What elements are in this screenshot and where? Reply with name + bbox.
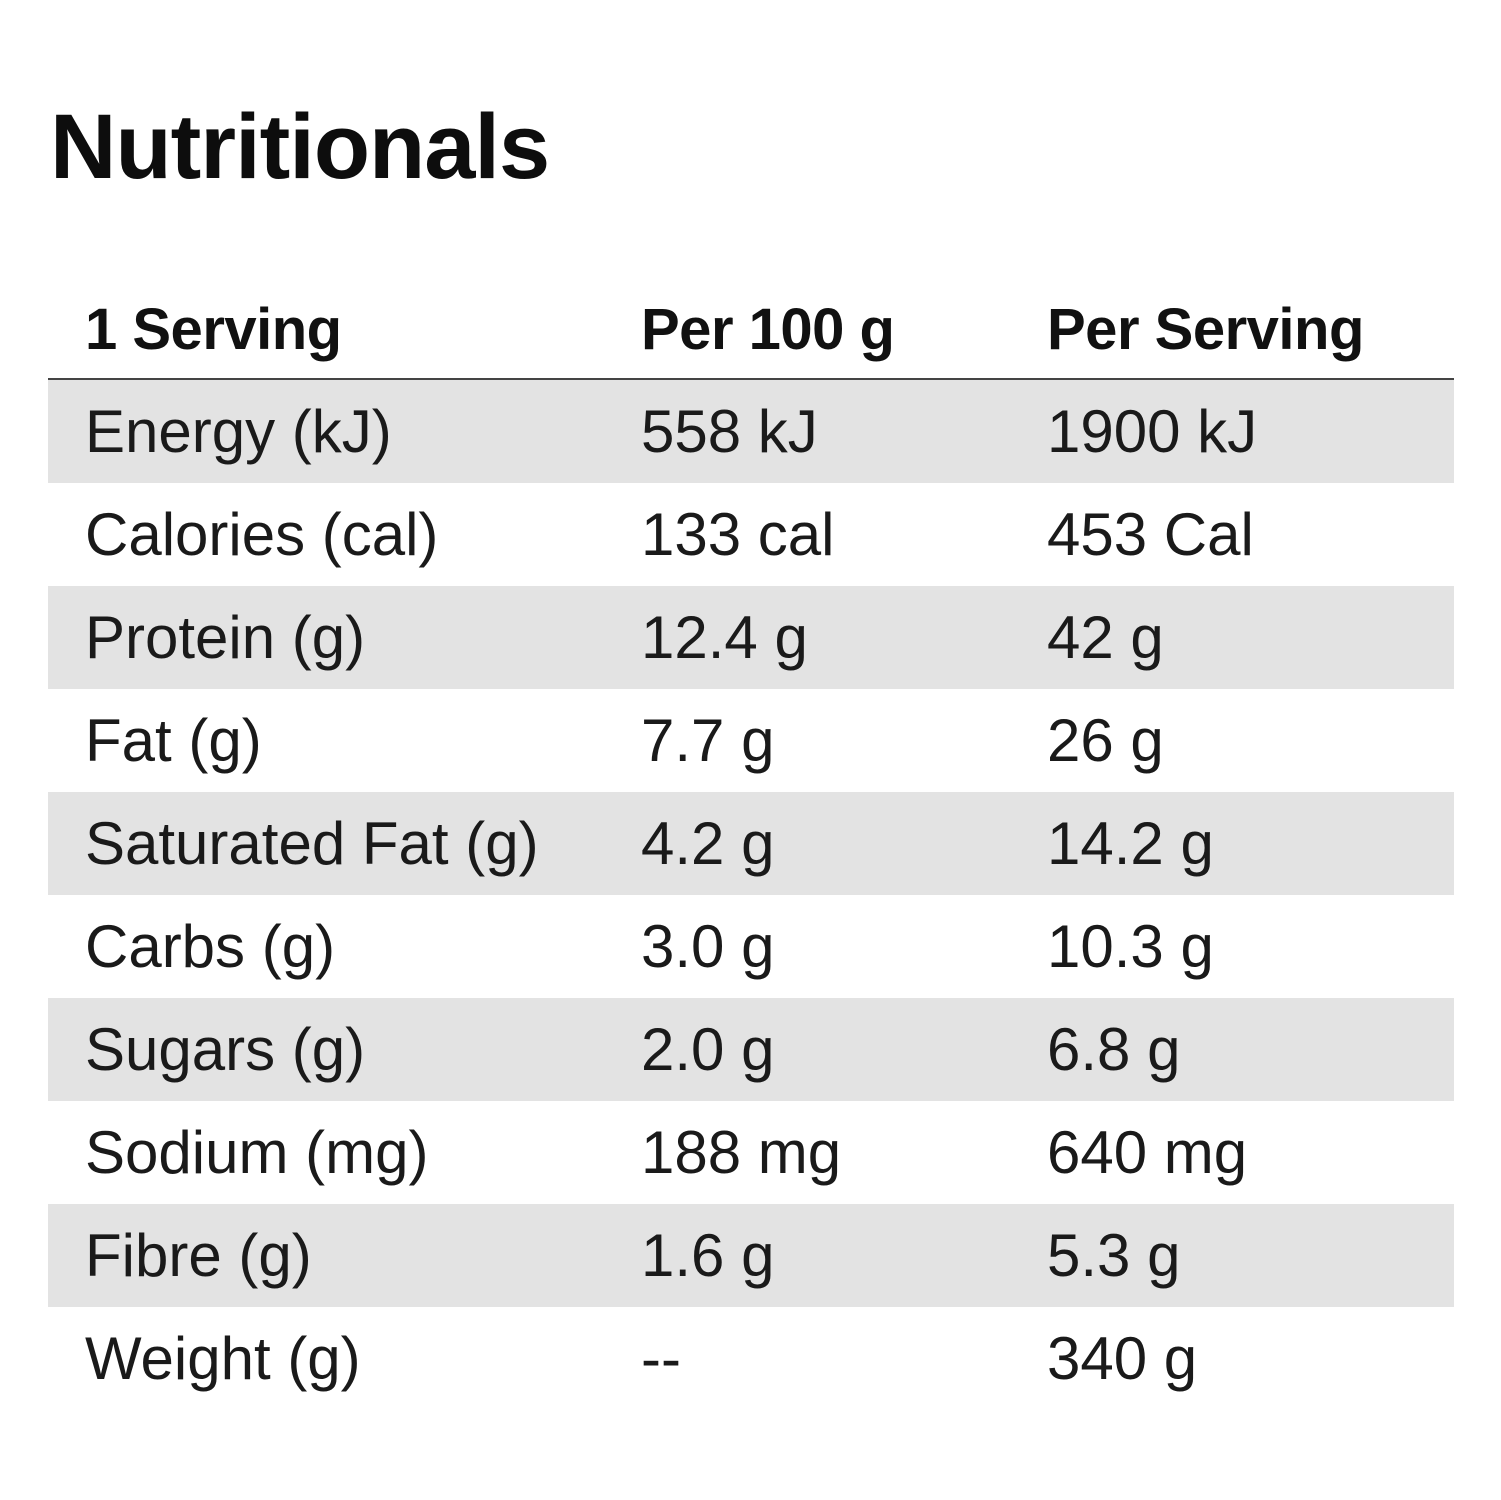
header-per-100g: Per 100 g (641, 296, 895, 362)
nutrition-table: 1 Serving Per 100 g Per Serving Energy (… (48, 280, 1454, 1410)
row-per-100g: 133 cal (641, 501, 835, 568)
row-label: Protein (g) (85, 604, 366, 671)
row-per-100g: 7.7 g (641, 707, 775, 774)
header-serving: 1 Serving (85, 296, 342, 362)
table-row: Fibre (g) 1.6 g 5.3 g (48, 1204, 1454, 1307)
table-row: Carbs (g) 3.0 g 10.3 g (48, 895, 1454, 998)
row-per-serving: 640 mg (1047, 1119, 1248, 1186)
row-per-serving: 453 Cal (1047, 501, 1254, 568)
row-per-100g: 1.6 g (641, 1222, 775, 1289)
row-per-serving: 14.2 g (1047, 810, 1214, 877)
table-row: Sugars (g) 2.0 g 6.8 g (48, 998, 1454, 1101)
row-per-100g: 2.0 g (641, 1016, 775, 1083)
row-label: Carbs (g) (85, 913, 336, 980)
table-row: Calories (cal) 133 cal 453 Cal (48, 483, 1454, 586)
row-per-serving: 6.8 g (1047, 1016, 1181, 1083)
row-label: Saturated Fat (g) (85, 810, 539, 877)
row-per-serving: 42 g (1047, 604, 1164, 671)
row-label: Calories (cal) (85, 501, 439, 568)
header-per-serving: Per Serving (1047, 296, 1364, 362)
row-per-100g: 12.4 g (641, 604, 808, 671)
row-label: Sodium (mg) (85, 1119, 429, 1186)
table-row: Fat (g) 7.7 g 26 g (48, 689, 1454, 792)
table-row: Weight (g) -- 340 g (48, 1307, 1454, 1410)
row-label: Fibre (g) (85, 1222, 312, 1289)
table-row: Sodium (mg) 188 mg 640 mg (48, 1101, 1454, 1204)
row-per-serving: 340 g (1047, 1325, 1198, 1392)
row-per-serving: 1900 kJ (1047, 398, 1258, 465)
page-title: Nutritionals (50, 96, 550, 198)
table-header-row: 1 Serving Per 100 g Per Serving (48, 280, 1454, 380)
row-per-100g: 3.0 g (641, 913, 775, 980)
row-per-100g: 188 mg (641, 1119, 842, 1186)
row-per-serving: 26 g (1047, 707, 1164, 774)
row-per-serving: 5.3 g (1047, 1222, 1181, 1289)
table-row: Energy (kJ) 558 kJ 1900 kJ (48, 380, 1454, 483)
row-label: Sugars (g) (85, 1016, 366, 1083)
row-per-100g: 558 kJ (641, 398, 818, 465)
row-label: Fat (g) (85, 707, 262, 774)
table-row: Saturated Fat (g) 4.2 g 14.2 g (48, 792, 1454, 895)
row-per-100g: -- (641, 1325, 681, 1392)
row-label: Weight (g) (85, 1325, 361, 1392)
row-per-100g: 4.2 g (641, 810, 775, 877)
row-label: Energy (kJ) (85, 398, 392, 465)
table-row: Protein (g) 12.4 g 42 g (48, 586, 1454, 689)
row-per-serving: 10.3 g (1047, 913, 1214, 980)
